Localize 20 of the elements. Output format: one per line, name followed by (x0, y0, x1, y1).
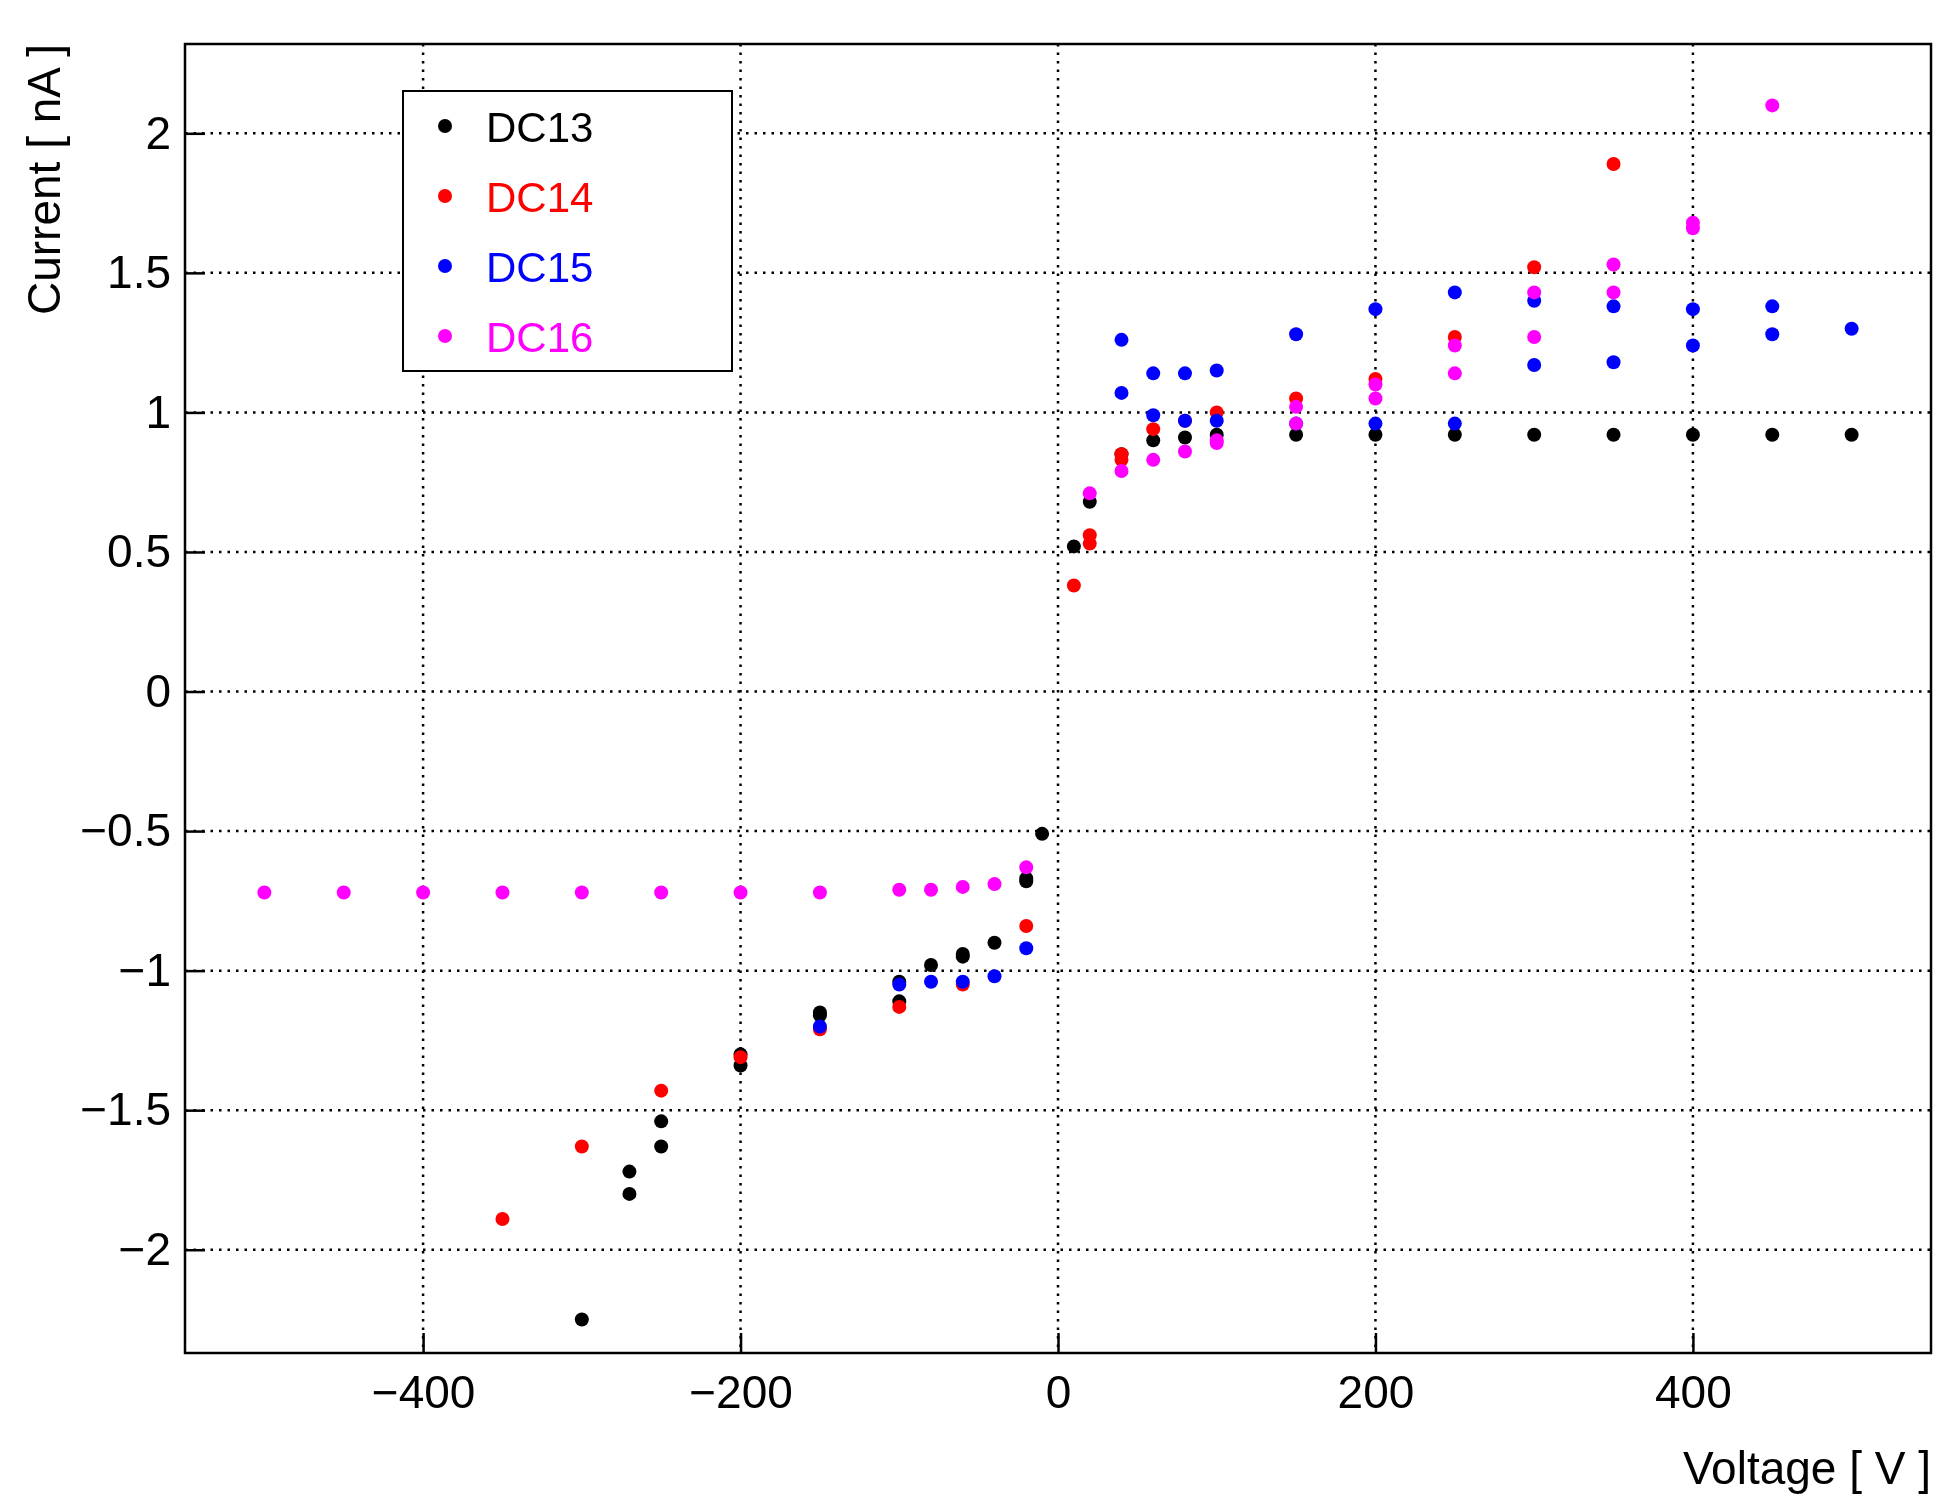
x-tick-label: 200 (1337, 1365, 1415, 1418)
x-tick-label: 0 (1045, 1365, 1072, 1418)
y-axis-title: Current [ nA ] (18, 44, 70, 316)
y-tick-label: 0.5 (107, 525, 171, 578)
y-tick-label: 0 (145, 664, 171, 717)
y-tick-label: −0.5 (80, 804, 171, 857)
legend-label: DC16 (486, 314, 594, 361)
y-tick-label: 2 (145, 106, 171, 159)
y-tick-label: 1.5 (107, 246, 171, 299)
y-tick-label: −1 (118, 943, 171, 996)
y-tick-label: −2 (118, 1222, 171, 1275)
legend-label: DC14 (486, 174, 594, 221)
legend-label: DC15 (486, 244, 594, 291)
x-tick-label: 400 (1655, 1365, 1732, 1418)
y-tick-label: −1.5 (80, 1083, 171, 1136)
x-tick-label: −200 (689, 1365, 793, 1418)
y-tick-label: 1 (145, 385, 171, 438)
x-axis-title: Voltage [ V ] (1682, 1442, 1931, 1494)
legend-label: DC13 (486, 104, 594, 151)
x-tick-label: −400 (371, 1365, 476, 1418)
